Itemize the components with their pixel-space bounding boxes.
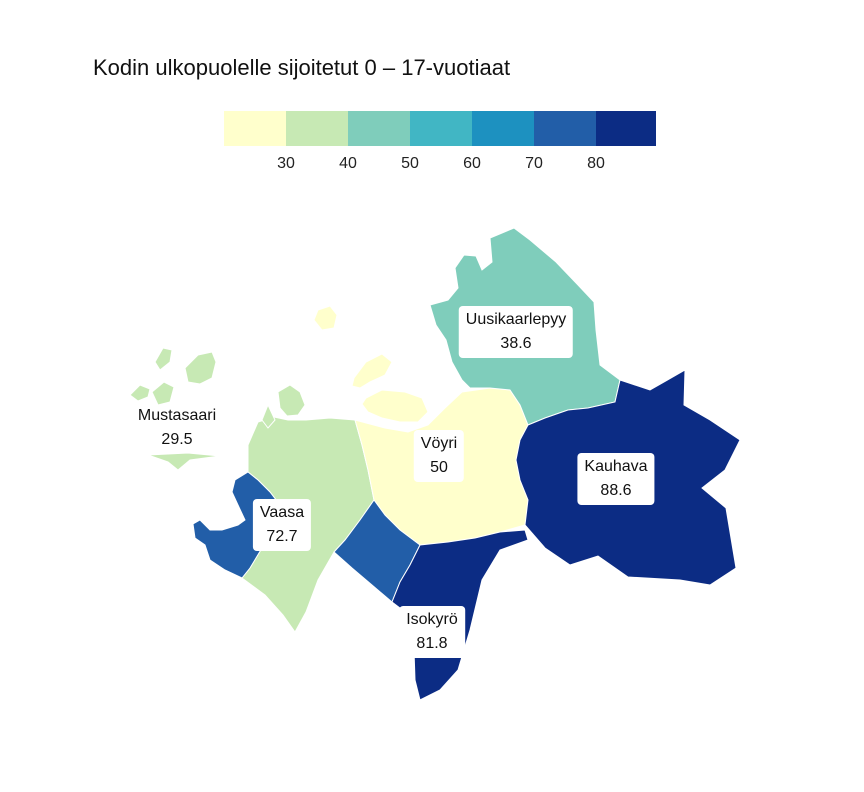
region-value: 81.8 xyxy=(416,635,448,652)
legend-tick-label: 80 xyxy=(587,155,605,172)
region-value: 38.6 xyxy=(500,335,532,352)
region-label-uusikaarlepyy: Uusikaarlepyy 38.6 xyxy=(458,306,574,358)
region-label-vaasa: Vaasa 72.7 xyxy=(252,499,312,551)
legend-swatch xyxy=(286,111,348,146)
legend-tick-label: 70 xyxy=(525,155,543,172)
region-value: 50 xyxy=(430,459,448,476)
region-label-isokyro: Isokyrö 81.8 xyxy=(399,606,465,658)
region-name: Uusikaarlepyy xyxy=(465,311,567,328)
legend-tick-label: 30 xyxy=(277,155,295,172)
map-title: Kodin ulkopuolelle sijoitetut 0 – 17-vuo… xyxy=(93,55,511,80)
region-name: Isokyrö xyxy=(406,611,458,628)
region-value: 72.7 xyxy=(266,528,298,545)
region-name: Vöyri xyxy=(420,435,458,452)
legend-swatch xyxy=(596,111,656,146)
region-label-mustasaari: Mustasaari 29.5 xyxy=(131,402,223,454)
legend-tick-label: 50 xyxy=(401,155,419,172)
color-legend: 30 40 50 60 70 80 xyxy=(224,111,656,177)
legend-swatch xyxy=(224,111,286,146)
legend-swatch xyxy=(534,111,596,146)
region-label-kauhava: Kauhava 88.6 xyxy=(577,453,655,505)
region-name: Kauhava xyxy=(584,458,648,475)
region-value: 88.6 xyxy=(600,482,632,499)
legend-tick-label: 60 xyxy=(463,155,481,172)
region-name: Mustasaari xyxy=(137,407,217,424)
legend-swatch xyxy=(472,111,534,146)
region-value: 29.5 xyxy=(161,431,193,448)
region-name: Vaasa xyxy=(259,504,305,521)
legend-swatch xyxy=(348,111,410,146)
region-label-voyri: Vöyri 50 xyxy=(413,430,465,482)
legend-tick-label: 40 xyxy=(339,155,357,172)
legend-swatch xyxy=(410,111,472,146)
